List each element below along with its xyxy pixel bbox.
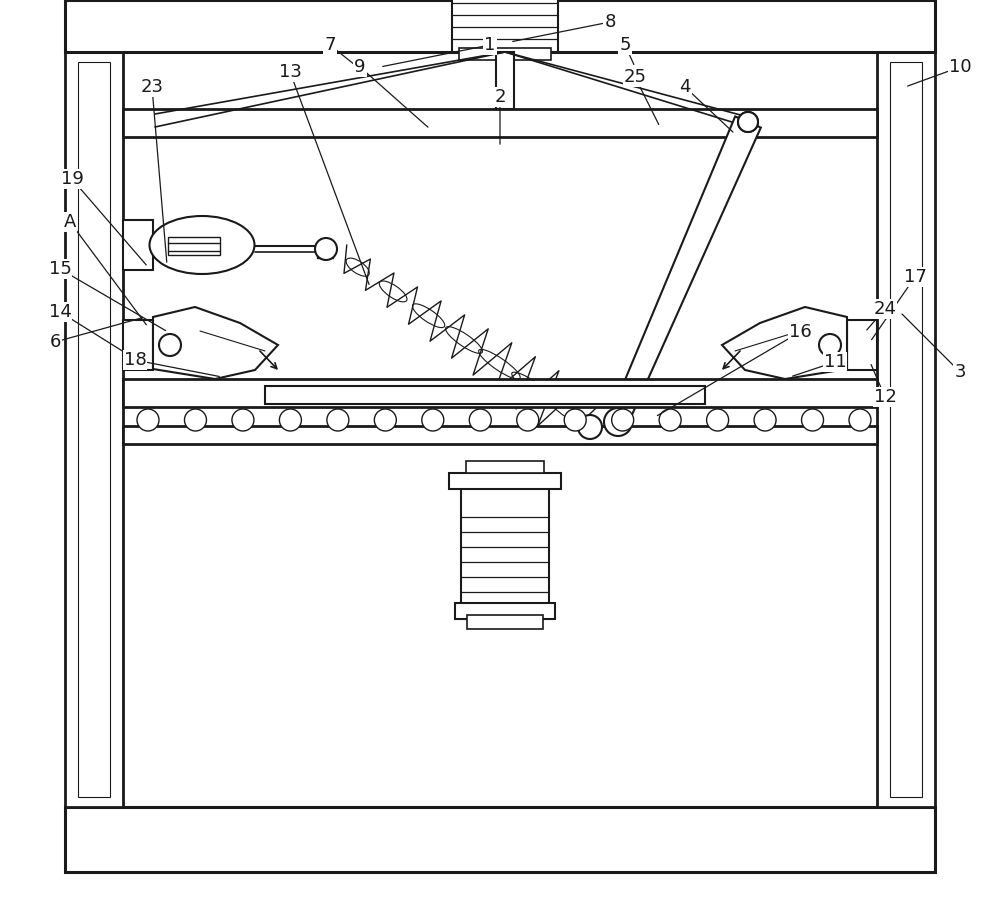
Bar bbox=[461, 487, 549, 607]
Text: 23: 23 bbox=[140, 78, 164, 96]
Circle shape bbox=[159, 334, 181, 356]
Text: 10: 10 bbox=[949, 58, 971, 76]
Circle shape bbox=[612, 409, 634, 431]
Bar bbox=[123, 220, 153, 270]
Polygon shape bbox=[153, 307, 278, 379]
Bar bbox=[467, 615, 543, 629]
Bar bbox=[455, 603, 555, 619]
Bar bbox=[123, 426, 877, 444]
Bar bbox=[581, 420, 597, 436]
Text: 19: 19 bbox=[61, 170, 83, 188]
Circle shape bbox=[738, 112, 758, 132]
Circle shape bbox=[604, 408, 632, 436]
Bar bbox=[65, 807, 935, 872]
Circle shape bbox=[578, 415, 602, 439]
Circle shape bbox=[374, 409, 396, 431]
Text: 2: 2 bbox=[494, 88, 506, 106]
Polygon shape bbox=[609, 116, 761, 426]
Text: 9: 9 bbox=[354, 58, 366, 76]
Bar bbox=[65, 52, 123, 807]
Circle shape bbox=[819, 334, 841, 356]
Bar bbox=[449, 473, 561, 489]
Text: 1: 1 bbox=[484, 36, 496, 54]
Circle shape bbox=[422, 409, 444, 431]
Bar bbox=[123, 379, 877, 407]
Text: 13: 13 bbox=[279, 63, 301, 81]
Text: 4: 4 bbox=[679, 78, 691, 96]
Bar bbox=[78, 62, 110, 797]
Bar bbox=[123, 320, 153, 370]
Circle shape bbox=[564, 409, 586, 431]
Circle shape bbox=[327, 409, 349, 431]
Circle shape bbox=[517, 409, 539, 431]
Text: 25: 25 bbox=[624, 68, 646, 86]
Bar bbox=[890, 62, 922, 797]
Bar bbox=[123, 109, 877, 137]
Circle shape bbox=[315, 238, 337, 260]
Text: 8: 8 bbox=[604, 13, 616, 31]
Text: A: A bbox=[64, 213, 76, 231]
Bar bbox=[877, 52, 935, 807]
Circle shape bbox=[754, 409, 776, 431]
Bar bbox=[459, 48, 551, 60]
Circle shape bbox=[849, 409, 871, 431]
Bar bbox=[265, 386, 705, 404]
Circle shape bbox=[184, 409, 206, 431]
Text: 5: 5 bbox=[619, 36, 631, 54]
Circle shape bbox=[137, 409, 159, 431]
Bar bbox=[452, 0, 558, 52]
Bar bbox=[65, 0, 935, 52]
Text: 11: 11 bbox=[824, 353, 846, 371]
Circle shape bbox=[469, 409, 491, 431]
Bar bbox=[496, 52, 514, 109]
Polygon shape bbox=[722, 307, 847, 379]
Bar bbox=[168, 237, 220, 255]
Circle shape bbox=[738, 112, 758, 132]
Circle shape bbox=[802, 409, 824, 431]
Text: 7: 7 bbox=[324, 36, 336, 54]
Text: 18: 18 bbox=[124, 351, 146, 369]
Bar bbox=[317, 242, 333, 258]
Text: 14: 14 bbox=[49, 303, 71, 321]
Text: 12: 12 bbox=[874, 388, 896, 406]
Circle shape bbox=[707, 409, 729, 431]
Text: 15: 15 bbox=[49, 260, 71, 278]
Circle shape bbox=[279, 409, 301, 431]
Text: 3: 3 bbox=[954, 363, 966, 381]
Text: 17: 17 bbox=[904, 268, 926, 286]
Text: 6: 6 bbox=[49, 333, 61, 351]
Circle shape bbox=[659, 409, 681, 431]
Circle shape bbox=[232, 409, 254, 431]
Ellipse shape bbox=[150, 216, 254, 274]
Text: 16: 16 bbox=[789, 323, 811, 341]
Bar bbox=[466, 461, 544, 473]
Bar bbox=[847, 320, 877, 370]
Text: 24: 24 bbox=[874, 300, 896, 318]
